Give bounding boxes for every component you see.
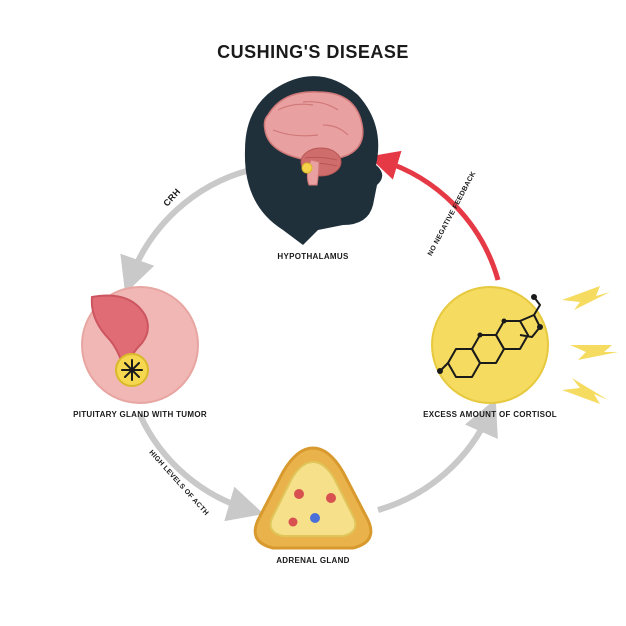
label-pituitary: PITUITARY GLAND WITH TUMOR: [60, 410, 220, 419]
arc-feedback: [380, 160, 498, 280]
node-cortisol: [432, 287, 548, 403]
arc-to-cortisol: [378, 412, 490, 510]
arc-crh: [130, 170, 250, 280]
label-adrenal: ADRENAL GLAND: [253, 556, 373, 565]
node-hypothalamus: [245, 76, 382, 245]
node-pituitary: [82, 287, 198, 403]
label-hypothalamus: HYPOTHALAMUS: [263, 252, 363, 261]
label-cortisol: EXCESS AMOUNT OF CORTISOL: [410, 410, 570, 419]
diagram-stage: [0, 0, 626, 626]
cortisol-rays: [562, 286, 618, 404]
node-adrenal: [255, 448, 371, 548]
